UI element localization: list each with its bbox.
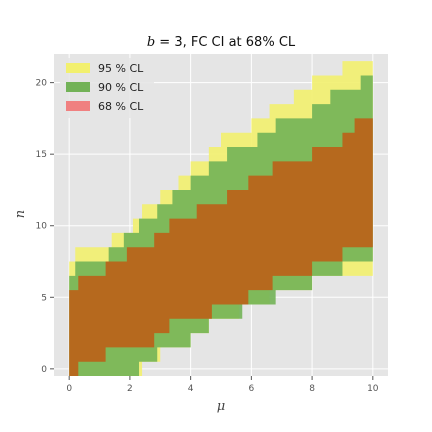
band-68-cl [69, 118, 373, 377]
x-tick-label: 0 [66, 384, 72, 394]
y-tick-label: 15 [36, 150, 47, 160]
legend-label-68: 68 % CL [98, 100, 144, 113]
y-tick-label: 10 [36, 222, 48, 232]
legend-label-90: 90 % CL [98, 81, 144, 94]
y-tick-label: 0 [41, 365, 47, 375]
y-axis-ticks: 0 5 10 15 20 [36, 79, 54, 375]
chart-title: b = 3, FC CI at 68% CL [147, 35, 296, 50]
y-tick-label: 5 [41, 293, 47, 303]
legend: 95 % CL 90 % CL 68 % CL [60, 58, 154, 118]
x-axis-ticks: 0 2 4 6 8 10 [66, 376, 379, 394]
y-tick-label: 20 [36, 79, 48, 89]
x-axis-label: μ [217, 399, 225, 414]
y-axis-label: n [13, 210, 28, 218]
legend-swatch-95 [66, 63, 90, 73]
confidence-bands [69, 61, 373, 377]
x-tick-label: 8 [309, 384, 315, 394]
legend-label-95: 95 % CL [98, 62, 144, 75]
x-tick-label: 4 [188, 384, 194, 394]
legend-swatch-68 [66, 101, 90, 111]
x-tick-label: 10 [367, 384, 379, 394]
x-tick-label: 2 [127, 384, 133, 394]
x-tick-label: 6 [248, 384, 254, 394]
legend-swatch-90 [66, 82, 90, 92]
